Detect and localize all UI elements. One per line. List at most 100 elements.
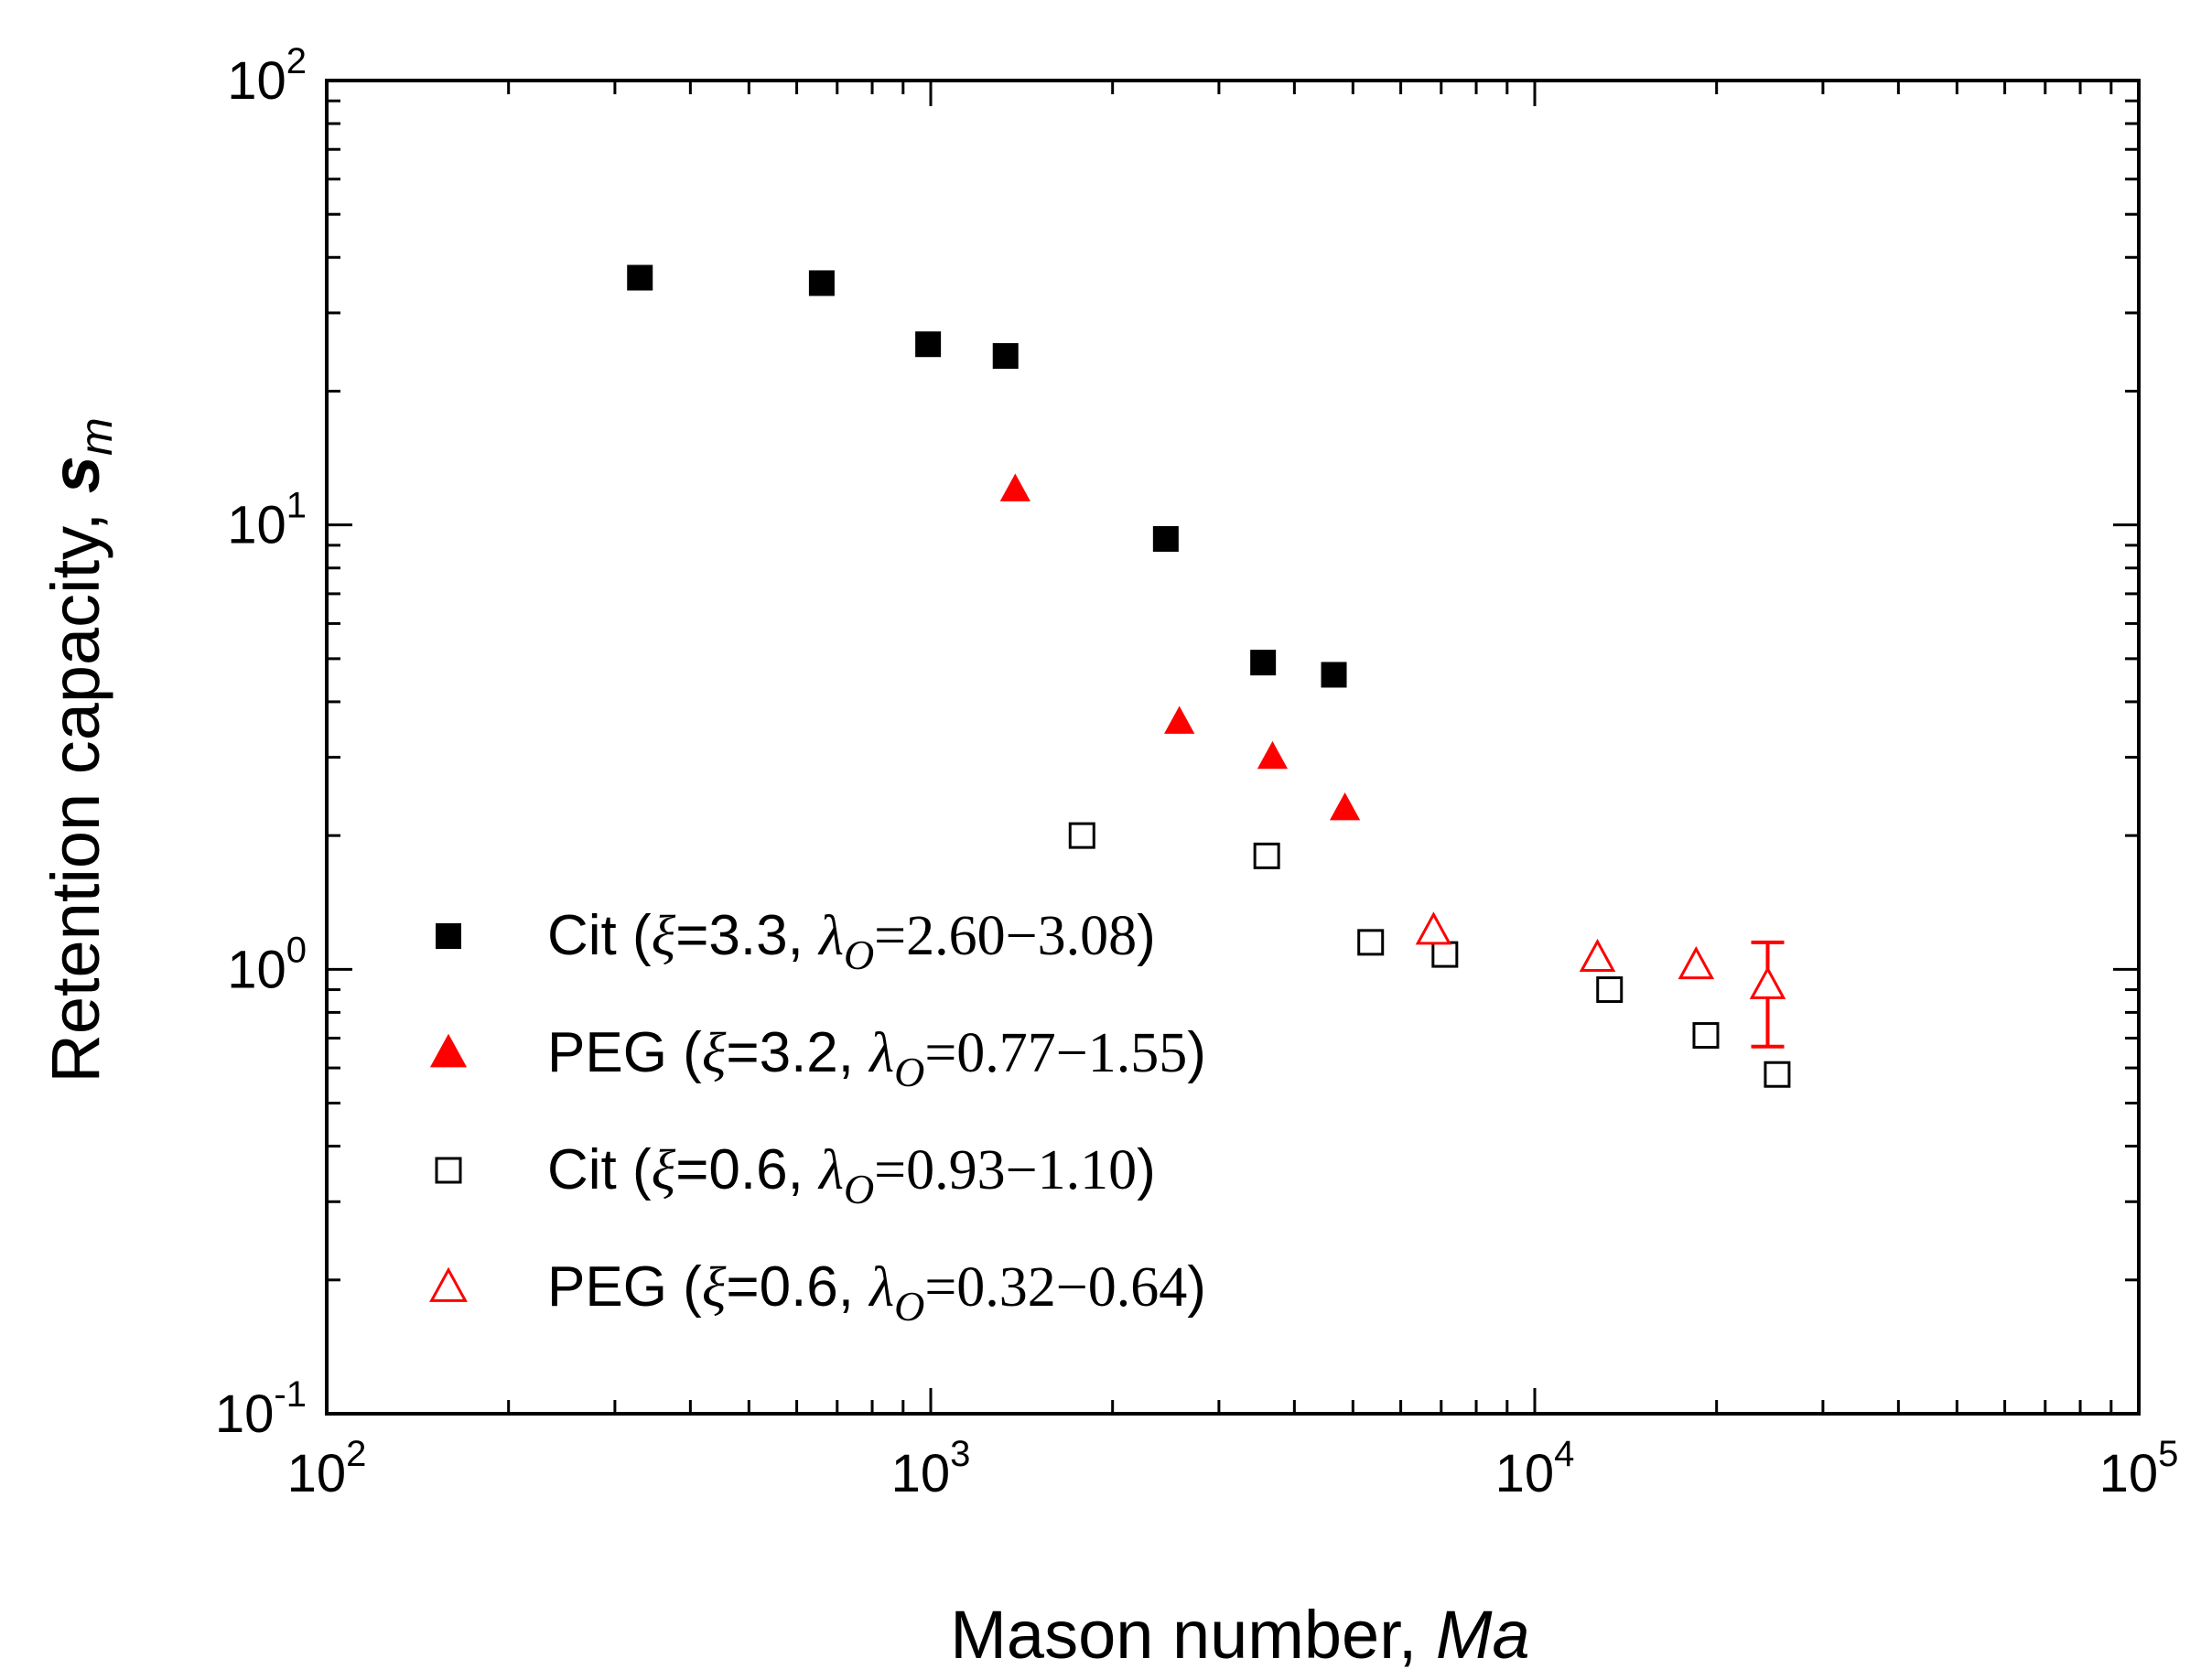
y-tick-label-base: 10 [227,940,286,999]
legend-item-4: PEG (ξ=0.6, λO=0.32−0.64) [429,1255,1206,1330]
legend-series-name: Cit ( [547,1138,652,1201]
legend-marker [435,1157,462,1184]
data-point [1749,965,1786,999]
legend-lambda-symbol: λ [868,1256,894,1319]
legend-label: PEG (ξ=0.6, λO=0.32−0.64) [547,1255,1206,1330]
data-point [1764,1061,1791,1088]
data-point [1257,740,1289,770]
legend-close-paren: ) [1187,1255,1206,1319]
x-tick-label-exponent: 3 [950,1434,970,1474]
legend-xi-value: =0.6, [675,1138,819,1201]
y-tick-label: 101 [227,486,307,555]
y-axis-title: Retention capacity, sm [38,417,122,1082]
y-tick-label-base: 10 [227,496,286,555]
x-tick-label-exponent: 4 [1554,1434,1574,1474]
data-point [1692,1022,1720,1050]
legend-xi-symbol: ξ [652,905,676,967]
legend-lambda-value: =0.77−1.55 [924,1022,1187,1084]
legend-lambda-subscript: O [844,932,874,978]
legend-lambda-symbol: λ [868,1022,894,1084]
y-tick-label-base: 10 [227,51,286,111]
legend-label: Cit (ξ=0.6, λO=0.93−1.10) [547,1138,1156,1212]
legend-marker [429,1033,468,1068]
x-tick-label-base: 10 [891,1444,951,1503]
x-tick-label-exponent: 5 [2158,1434,2178,1474]
data-point [1164,705,1195,734]
legend-item-2: PEG (ξ=3.2, λO=0.77−1.55) [429,1021,1206,1095]
legend-lambda-subscript: O [844,1166,874,1212]
data-point [1321,662,1347,688]
legend-xi-symbol: ξ [702,1022,727,1084]
y-axis-title-text: Retention capacity, [38,493,113,1082]
data-point [808,270,835,296]
x-tick-label-base: 10 [1495,1444,1555,1503]
y-tick-label-exponent: 0 [286,930,307,970]
data-markers [627,264,1791,1088]
legend-xi-value: =0.6, [726,1255,869,1319]
data-point [915,331,942,358]
legend-item-3: Cit (ξ=0.6, λO=0.93−1.10) [435,1138,1156,1212]
legend-series-name: PEG ( [547,1021,702,1084]
data-point [1579,938,1616,973]
y-axis-title-symbol: s [38,456,113,493]
legend-lambda-subscript: O [894,1049,924,1095]
x-tick-label-base: 10 [287,1444,347,1503]
x-tick-label: 104 [1495,1434,1575,1503]
y-tick-label: 100 [227,930,307,999]
legend-series-name: PEG ( [547,1255,702,1319]
plot-frame [325,79,2141,1416]
legend-close-paren: ) [1137,1138,1156,1201]
data-point [1152,525,1179,552]
data-point [1431,941,1459,968]
legend: Cit (ξ=3.3, λO=2.60−3.08)PEG (ξ=3.2, λO=… [429,904,1206,1330]
x-axis-title-text: Mason number, [950,1597,1436,1673]
data-point [627,264,653,291]
data-point [1596,976,1624,1004]
data-point [1357,929,1385,956]
y-tick-label-exponent: 2 [286,41,307,81]
legend-close-paren: ) [1187,1021,1206,1084]
legend-xi-symbol: ξ [652,1139,676,1201]
plot-border [325,79,2141,1416]
data-point [1415,911,1452,945]
data-point [1253,842,1280,869]
data-point [1068,822,1095,849]
legend-lambda-symbol: λ [817,905,844,967]
y-tick-label-exponent: -1 [274,1374,307,1415]
data-point [999,473,1030,501]
y-tick-label-exponent: 1 [286,486,307,526]
data-point [992,343,1019,370]
legend-marker [436,923,461,949]
legend-label: PEG (ξ=3.2, λO=0.77−1.55) [547,1021,1206,1095]
legend-lambda-symbol: λ [817,1139,844,1201]
series-4-peg-points [1415,911,1786,999]
data-point [1250,650,1277,676]
legend-close-paren: ) [1137,904,1156,967]
x-tick-label: 105 [2099,1434,2179,1503]
legend-xi-value: =3.2, [726,1021,869,1084]
x-axis-title-symbol: Ma [1436,1597,1530,1673]
legend-series-name: Cit ( [547,904,652,967]
x-axis-title: Mason number, Ma [950,1597,1529,1673]
legend-xi-value: =3.3, [675,904,819,967]
legend-marker [429,1266,468,1302]
x-tick-label: 103 [891,1434,971,1503]
data-point [1678,946,1715,980]
data-point [1329,792,1361,821]
legend-lambda-value: =0.32−0.64 [924,1256,1187,1319]
x-tick-label-exponent: 2 [346,1434,366,1474]
legend-xi-symbol: ξ [702,1256,727,1319]
legend-lambda-value: =2.60−3.08 [874,905,1137,967]
x-tick-label: 102 [287,1434,367,1503]
y-tick-label-base: 10 [215,1384,275,1444]
series-1-cit-points [627,264,1347,688]
axis-ticks [325,81,2139,1416]
legend-item-1: Cit (ξ=3.3, λO=2.60−3.08) [436,904,1156,978]
y-axis-title-subscript: m [70,417,122,456]
y-tick-label: 10-1 [215,1374,307,1444]
series-2-peg-points [999,473,1361,821]
legend-lambda-subscript: O [894,1283,924,1330]
legend-label: Cit (ξ=3.3, λO=2.60−3.08) [547,904,1156,978]
